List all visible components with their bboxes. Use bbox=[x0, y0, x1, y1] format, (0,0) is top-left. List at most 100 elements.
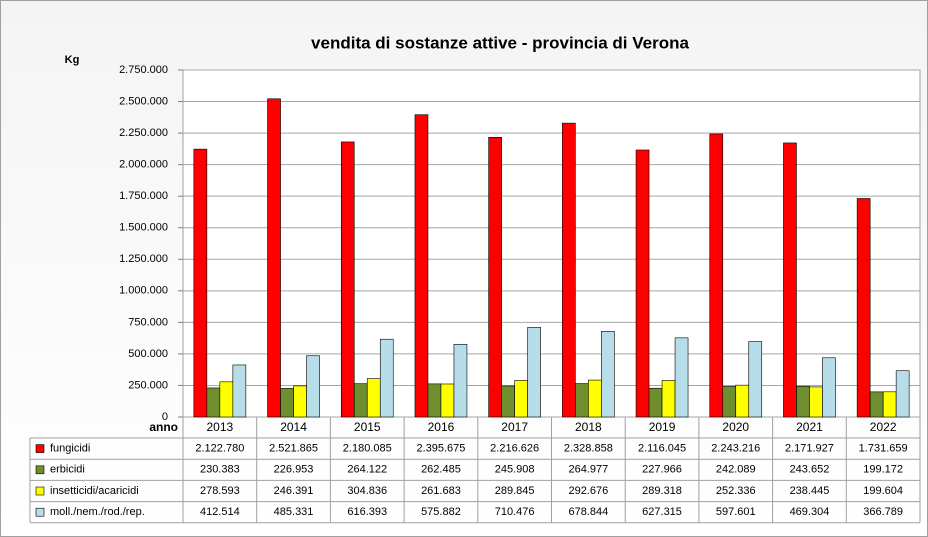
bar bbox=[709, 133, 724, 418]
table-cell: 412.514 bbox=[200, 506, 240, 518]
table-cell: 575.882 bbox=[421, 506, 461, 518]
table-cell: 1.731.659 bbox=[859, 443, 908, 455]
bar bbox=[353, 383, 368, 418]
legend-label: fungicidi bbox=[50, 443, 90, 455]
table-cell: 292.676 bbox=[568, 485, 608, 497]
table-cell: 199.172 bbox=[863, 464, 903, 476]
bar bbox=[822, 357, 836, 418]
x-tick-label: 2021 bbox=[796, 420, 823, 434]
bar bbox=[882, 391, 897, 418]
y-tick-label: 2.750.000 bbox=[119, 64, 168, 76]
x-tick-label: 2022 bbox=[870, 420, 897, 434]
table-cell: 262.485 bbox=[421, 464, 461, 476]
y-tick-label: 1.750.000 bbox=[119, 190, 168, 202]
x-tick-label: 2014 bbox=[280, 420, 307, 434]
table-cell: 304.836 bbox=[347, 485, 387, 497]
bar bbox=[601, 331, 615, 418]
bar bbox=[414, 114, 429, 418]
bar bbox=[869, 391, 884, 418]
bar bbox=[796, 385, 810, 418]
bar bbox=[674, 337, 689, 418]
bar bbox=[562, 122, 576, 418]
bar bbox=[635, 149, 650, 418]
table-cell: 261.683 bbox=[421, 485, 461, 497]
bar bbox=[280, 388, 294, 418]
bar bbox=[379, 338, 394, 418]
y-tick-label: 2.250.000 bbox=[119, 127, 168, 139]
x-tick-label: 2017 bbox=[501, 420, 528, 434]
y-tick-label: 1.000.000 bbox=[119, 285, 168, 297]
plot-area bbox=[182, 69, 921, 418]
x-tick-label: 2013 bbox=[206, 420, 233, 434]
bar bbox=[501, 385, 515, 418]
table-cell: 2.171.927 bbox=[785, 443, 834, 455]
bar bbox=[527, 327, 541, 418]
legend-label: erbicidi bbox=[50, 464, 85, 476]
table-cell: 230.383 bbox=[200, 464, 240, 476]
bar bbox=[232, 364, 247, 418]
y-tick-label: 250.000 bbox=[128, 379, 168, 391]
legend-label: moll./nem./rod./rep. bbox=[50, 506, 145, 518]
bar bbox=[219, 381, 234, 418]
bar bbox=[193, 148, 208, 418]
bar bbox=[206, 387, 221, 418]
bar bbox=[267, 98, 281, 418]
table-cell: 242.089 bbox=[716, 464, 756, 476]
bar bbox=[588, 379, 602, 418]
legend-label: insetticidi/acaricidi bbox=[50, 485, 139, 497]
table-cell: 2.328.858 bbox=[564, 443, 613, 455]
table-cell: 469.304 bbox=[790, 506, 830, 518]
bar bbox=[427, 383, 442, 418]
bar bbox=[735, 384, 750, 418]
y-axis-label: Kg bbox=[65, 54, 80, 66]
table-cell: 616.393 bbox=[347, 506, 387, 518]
table-cell: 2.216.626 bbox=[490, 443, 539, 455]
table-cell: 2.395.675 bbox=[416, 443, 465, 455]
y-tick-label: 750.000 bbox=[128, 316, 168, 328]
chart-title: vendita di sostanze attive - provincia d… bbox=[311, 33, 689, 52]
table-cell: 264.122 bbox=[347, 464, 387, 476]
bar bbox=[895, 370, 910, 418]
bar bbox=[488, 137, 502, 418]
legend-key bbox=[35, 465, 45, 475]
table-cell: 2.116.045 bbox=[638, 443, 686, 455]
legend-key bbox=[35, 444, 45, 453]
y-tick-label: 1.250.000 bbox=[119, 253, 168, 265]
bar bbox=[575, 383, 589, 418]
table-cell: 366.789 bbox=[863, 506, 903, 518]
table-cell: 2.180.085 bbox=[343, 443, 392, 455]
table-cell: 710.476 bbox=[495, 506, 535, 518]
bar bbox=[748, 341, 763, 418]
table-cell: 278.593 bbox=[200, 485, 240, 497]
table-cell: 485.331 bbox=[274, 506, 314, 518]
bar bbox=[856, 198, 871, 418]
table-cell: 627.315 bbox=[642, 506, 682, 518]
y-tick-label: 2.000.000 bbox=[119, 159, 168, 171]
table-cell: 245.908 bbox=[495, 464, 535, 476]
y-tick-label: 0 bbox=[162, 411, 168, 423]
x-tick-label: 2020 bbox=[722, 420, 749, 434]
x-tick-label: 2018 bbox=[575, 420, 602, 434]
table-cell: 2.521.865 bbox=[269, 443, 318, 455]
bar bbox=[661, 380, 676, 418]
bar bbox=[340, 141, 355, 418]
table-cell: 2.243.216 bbox=[711, 443, 760, 455]
bar bbox=[293, 385, 307, 418]
bar bbox=[440, 383, 455, 418]
table-cell: 246.391 bbox=[274, 485, 314, 497]
bar bbox=[722, 386, 737, 418]
bar bbox=[366, 378, 381, 418]
table-cell: 289.845 bbox=[495, 485, 535, 497]
bar bbox=[306, 355, 320, 418]
legend-key bbox=[35, 486, 45, 496]
table-cell: 2.122.780 bbox=[195, 443, 244, 455]
x-tick-label: 2015 bbox=[354, 420, 381, 434]
y-tick-label: 500.000 bbox=[128, 348, 168, 360]
bar bbox=[809, 386, 823, 418]
table-cell: 264.977 bbox=[568, 464, 608, 476]
table-cell: 227.966 bbox=[642, 464, 682, 476]
table-cell: 238.445 bbox=[790, 485, 830, 497]
table-cell: 252.336 bbox=[716, 485, 756, 497]
table-cell: 678.844 bbox=[568, 506, 608, 518]
